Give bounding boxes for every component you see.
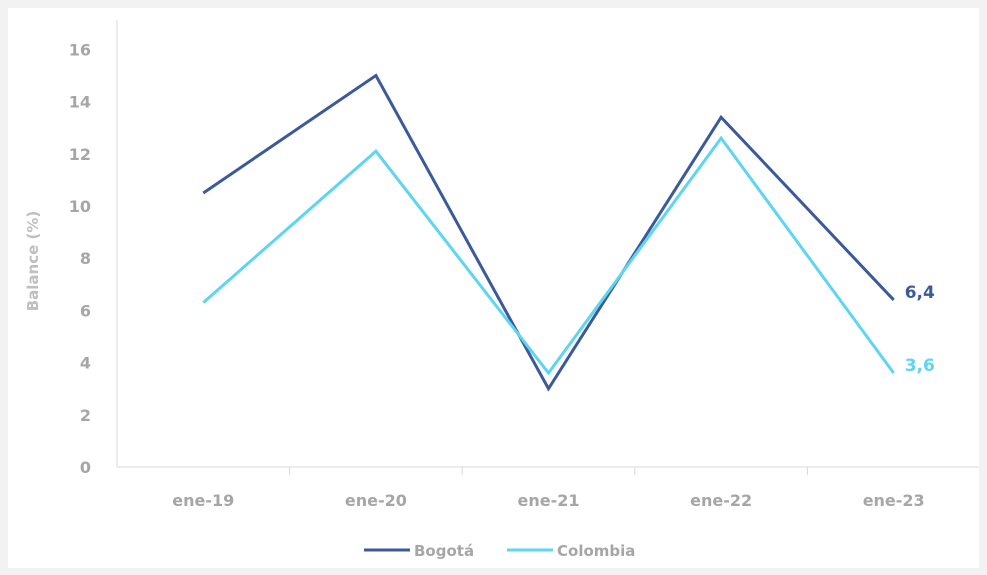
series-line-colombia: [202, 135, 895, 376]
x-tick-label: ene-23: [863, 491, 925, 510]
series-line-bogota: [202, 73, 895, 392]
y-tick-label: 14: [69, 93, 91, 112]
y-tick-label: 16: [69, 40, 91, 59]
y-ticks: 0 2 4 6 8 10 12 14 16: [69, 40, 91, 477]
y-tick-label: 6: [80, 301, 91, 320]
y-tick-label: 4: [80, 354, 91, 373]
end-data-label: 6,4: [905, 283, 935, 303]
y-tick-label: 2: [80, 406, 91, 425]
y-tick-label: 12: [69, 145, 91, 164]
axes: [116, 20, 980, 468]
y-axis-label: Balance (%): [24, 211, 42, 312]
y-tick-label: 0: [80, 458, 91, 477]
legend-label: Colombia: [557, 542, 635, 560]
y-tick-label: 10: [69, 197, 91, 216]
x-ticks: ene-19 ene-20 ene-21 ene-22 ene-23: [172, 467, 925, 510]
series-group: 6,4 3,6: [202, 73, 935, 392]
end-data-label: 3,6: [905, 356, 935, 376]
x-tick-label: ene-22: [690, 491, 752, 510]
legend: Bogotá Colombia: [364, 542, 635, 560]
x-tick-label: ene-20: [345, 491, 407, 510]
x-tick-label: ene-21: [518, 491, 580, 510]
x-tick-label: ene-19: [172, 491, 234, 510]
legend-label: Bogotá: [414, 542, 474, 560]
y-tick-label: 8: [80, 249, 91, 268]
chart-card: Balance (%) 0 2 4 6 8 10 12 14 16 ene-19 ene-20 en…: [8, 8, 980, 568]
